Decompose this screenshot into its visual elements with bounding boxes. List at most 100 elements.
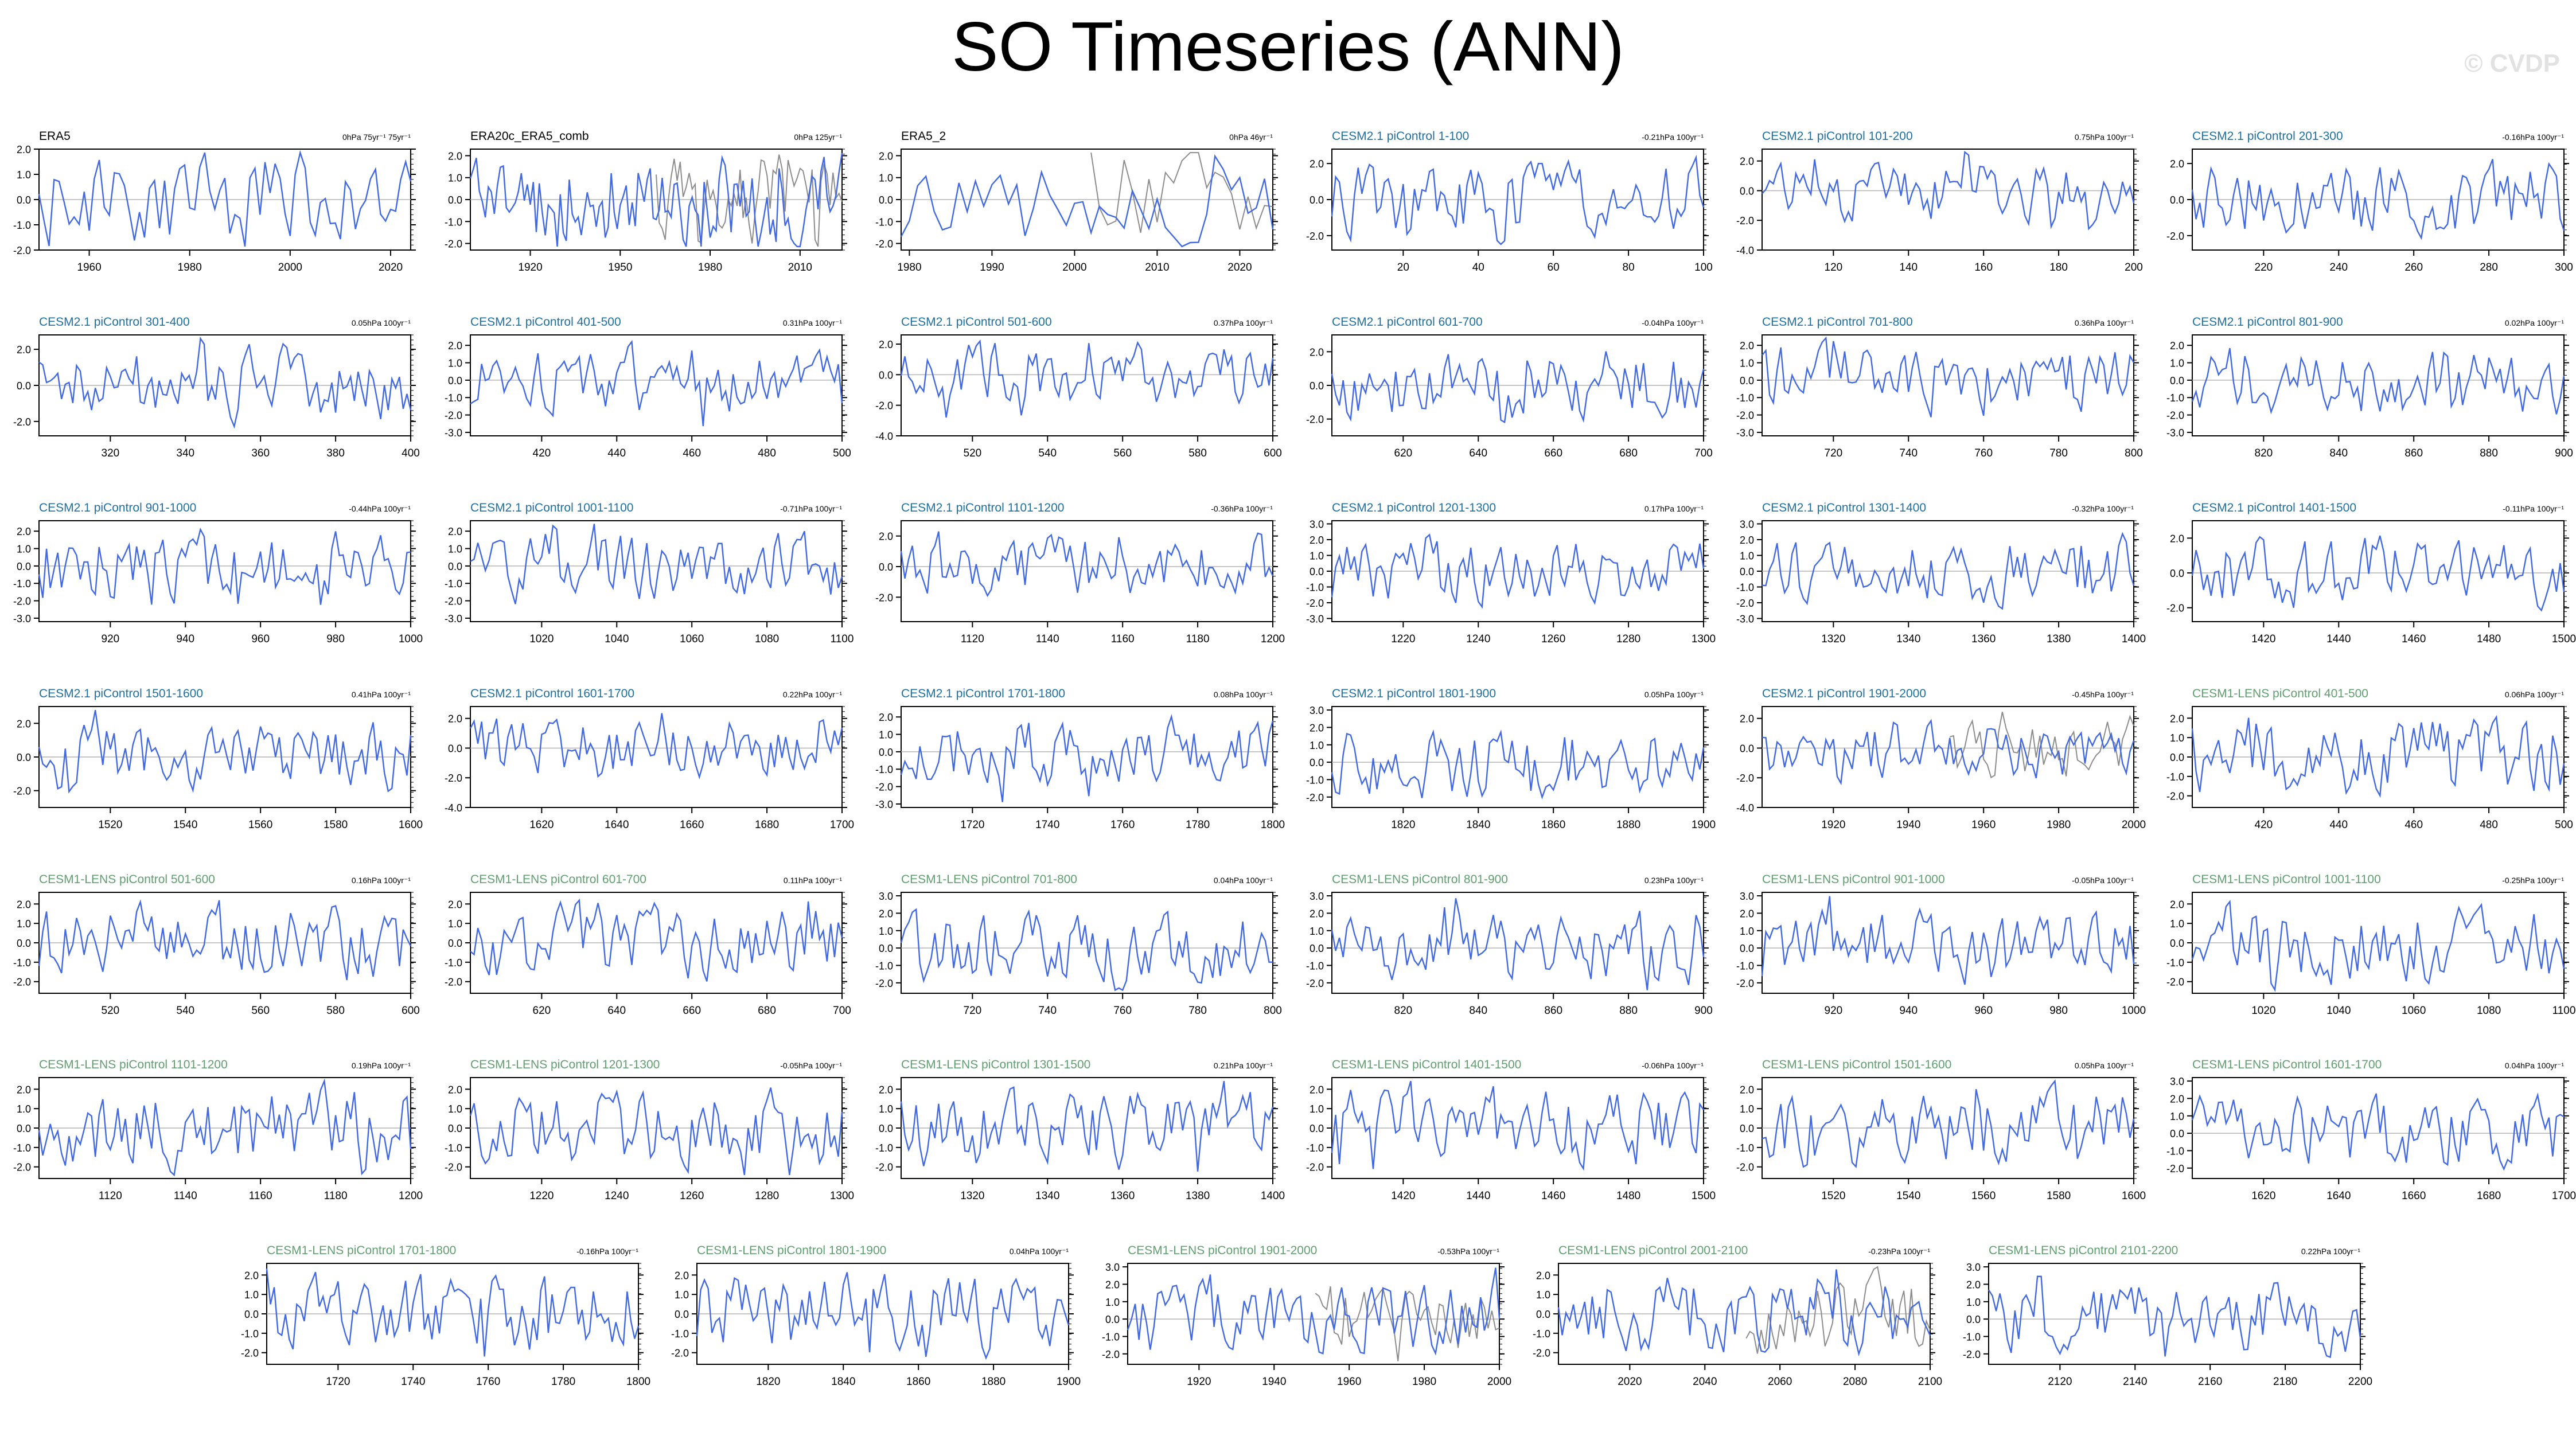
y-tick-label: -1.0 [2166, 957, 2184, 969]
trend-label: -0.36hPa 100yr⁻¹ [1211, 504, 1273, 513]
x-tick-label: 1540 [1896, 1190, 1920, 1202]
x-tick-label: 540 [176, 1005, 194, 1017]
panel-title: CESM1-LENS piControl 2001-2100 [1558, 1244, 1748, 1257]
y-tick-label: 2.0 [879, 1084, 893, 1095]
x-tick-label: 820 [1394, 1005, 1413, 1017]
y-tick-label: 3.0 [1310, 519, 1324, 530]
y-tick-label: 1.0 [244, 1289, 259, 1301]
y-tick-label: 0.0 [17, 938, 31, 949]
y-tick-label: 2.0 [879, 908, 893, 919]
y-tick-label: 0.0 [17, 1123, 31, 1134]
x-tick-label: 1980 [178, 262, 202, 274]
x-tick-label: 300 [2555, 262, 2573, 274]
trend-label: 0.05hPa 100yr⁻¹ [2075, 1061, 2134, 1070]
panel-3: ERA5_2 0hPa 46yr⁻¹ -2.0 -1.0 0.0 1.0 2.0 1980 19… [875, 130, 1278, 274]
series-line [1331, 898, 1705, 990]
y-tick-label: -2.0 [1306, 792, 1324, 803]
y-tick-label: -4.0 [445, 802, 462, 814]
x-tick-label: 1080 [2477, 1005, 2501, 1017]
x-tick-label: 560 [1113, 447, 1132, 459]
x-tick-label: 1580 [2047, 1190, 2071, 1202]
x-tick-label: 340 [176, 447, 194, 459]
y-tick-label: 1.0 [17, 1103, 31, 1115]
panel-title: CESM2.1 piControl 601-700 [1332, 315, 1483, 329]
x-tick-label: 140 [1899, 262, 1918, 274]
series-line [1987, 1275, 2361, 1359]
series-line [38, 527, 411, 605]
x-tick-label: 420 [2255, 819, 2273, 831]
series-line [1761, 719, 2135, 786]
y-tick-label: 0.0 [17, 561, 31, 572]
x-tick-label: 2060 [1768, 1376, 1792, 1388]
y-tick-label: 1.0 [1966, 1297, 1981, 1308]
x-tick-label: 1920 [1821, 819, 1845, 831]
y-tick-label: 3.0 [2170, 1076, 2184, 1087]
y-tick-label: -1.0 [241, 1328, 259, 1340]
y-tick-label: -2.0 [13, 245, 31, 256]
x-tick-label: 880 [2480, 447, 2498, 459]
x-tick-label: 1420 [1391, 1190, 1415, 1202]
y-tick-label: 1.0 [1740, 926, 1754, 937]
x-tick-label: 1300 [830, 1190, 854, 1202]
x-tick-label: 1820 [1391, 819, 1415, 831]
y-tick-label: -2.0 [1306, 414, 1324, 426]
panel-title: CESM2.1 piControl 1701-1800 [901, 687, 1065, 700]
x-tick-label: 740 [1899, 447, 1918, 459]
y-tick-label: 0.0 [1310, 194, 1324, 206]
x-tick-label: 1420 [2251, 633, 2275, 645]
y-tick-label: -1.0 [445, 216, 462, 228]
x-tick-label: 1200 [1261, 633, 1285, 645]
trend-label: 0.41hPa 100yr⁻¹ [352, 690, 411, 699]
y-tick-label: 0.0 [1310, 566, 1324, 577]
trend-label: 0.04hPa 100yr⁻¹ [1010, 1247, 1069, 1256]
x-tick-label: 460 [2404, 819, 2423, 831]
y-tick-label: -1.0 [1306, 960, 1324, 971]
x-tick-label: 1520 [1821, 1190, 1845, 1202]
x-tick-label: 1220 [529, 1190, 554, 1202]
series-line [1761, 336, 2135, 417]
series-line [470, 340, 843, 427]
y-tick-label: 0.0 [879, 369, 893, 381]
panel-title: CESM1-LENS piControl 1901-2000 [1128, 1244, 1317, 1257]
panel-title: CESM1-LENS piControl 801-900 [1332, 873, 1508, 886]
x-tick-label: 2100 [1918, 1376, 1942, 1388]
trend-label: 0.22hPa 100yr⁻¹ [2301, 1247, 2360, 1256]
plot-frame [901, 334, 1273, 436]
y-tick-label: 2.0 [2170, 1093, 2184, 1105]
x-tick-label: 20 [1397, 262, 1409, 274]
x-tick-label: 1160 [1111, 633, 1135, 645]
x-tick-label: 1260 [680, 1190, 704, 1202]
trend-label: 0.05hPa 100yr⁻¹ [1644, 690, 1704, 699]
x-tick-label: 2200 [2348, 1376, 2372, 1388]
series-line [1761, 896, 2135, 985]
y-tick-label: -1.0 [875, 960, 893, 971]
x-tick-label: 1840 [1466, 819, 1490, 831]
panel-9: CESM2.1 piControl 501-600 0.37hPa 100yr⁻¹… [875, 315, 1282, 459]
x-tick-label: 320 [102, 447, 120, 459]
series-line [900, 339, 1274, 418]
plot-frame [1761, 706, 2134, 808]
series-line [1331, 154, 1705, 245]
x-tick-label: 520 [102, 1005, 120, 1017]
series-line [1127, 1267, 1501, 1356]
x-tick-label: 1660 [680, 819, 704, 831]
x-tick-label: 940 [1899, 1005, 1918, 1017]
trend-label: -0.53hPa 100yr⁻¹ [1437, 1247, 1499, 1256]
x-tick-label: 1820 [756, 1376, 780, 1388]
overlay-series-line [656, 154, 843, 247]
y-tick-label: -2.0 [1102, 1349, 1120, 1360]
y-tick-label: 2.0 [1310, 158, 1324, 170]
panel-title: CESM1-LENS piControl 1101-1200 [39, 1058, 228, 1071]
x-tick-label: 2000 [2122, 819, 2146, 831]
y-tick-label: 0.0 [1310, 380, 1324, 392]
x-tick-label: 1260 [1541, 633, 1565, 645]
x-tick-label: 1400 [2122, 633, 2146, 645]
x-tick-label: 1620 [529, 819, 554, 831]
trend-label: 0.36hPa 100yr⁻¹ [2075, 318, 2134, 327]
y-tick-label: 1.0 [1105, 1297, 1120, 1308]
y-tick-label: -2.0 [1736, 598, 1754, 609]
series-line [38, 150, 412, 247]
y-tick-label: 1.0 [1310, 551, 1324, 562]
trend-label: 0.08hPa 100yr⁻¹ [1214, 690, 1273, 699]
x-tick-label: 1760 [476, 1376, 500, 1388]
